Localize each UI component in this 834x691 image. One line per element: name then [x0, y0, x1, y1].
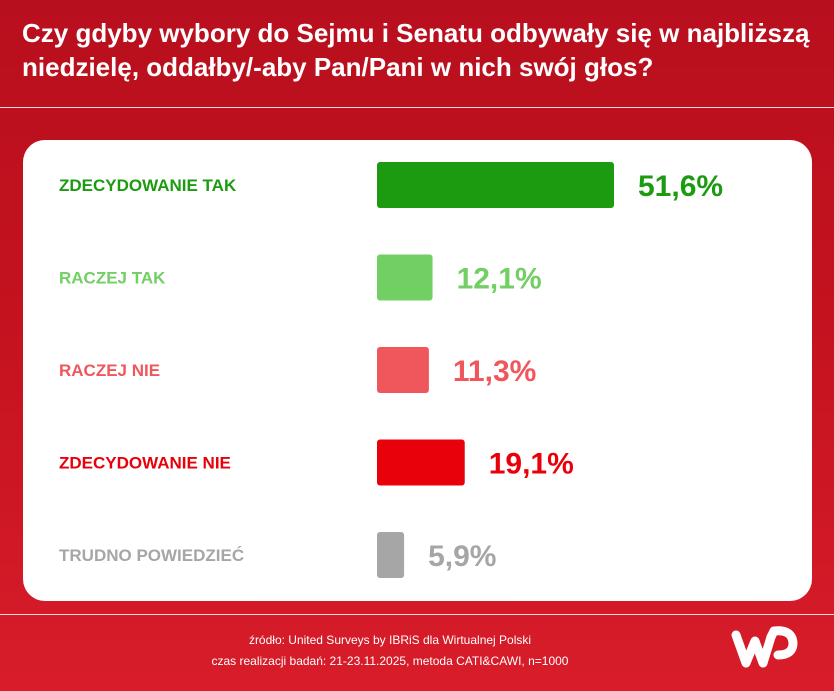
wp-logo-icon — [731, 626, 798, 668]
value-label-trudno-powiedziec: 5,9% — [428, 540, 496, 573]
category-label-zdecydowanie-tak: ZDECYDOWANIE TAK — [59, 176, 237, 195]
bar-chart: ZDECYDOWANIE TAK 51,6% RACZEJ TAK 12,1% RACZ… — [59, 162, 723, 578]
bar-raczej-tak — [377, 254, 433, 301]
value-label-zdecydowanie-tak: 51,6% — [638, 170, 723, 203]
category-label-raczej-nie: RACZEJ NIE — [59, 361, 160, 380]
footer-divider — [0, 614, 834, 615]
source-text: źródło: United Surveys by IBRiS dla Wirt… — [248, 633, 532, 647]
title-line-1: Czy gdyby wybory do Sejmu i Senatu odbyw… — [22, 18, 810, 48]
value-label-raczej-nie: 11,3% — [453, 355, 536, 388]
bar-trudno-powiedziec — [377, 532, 405, 578]
value-label-raczej-tak: 12,1% — [457, 263, 542, 296]
category-label-trudno-powiedziec: TRUDNO POWIEDZIEĆ — [59, 546, 244, 565]
bar-zdecydowanie-tak — [377, 162, 614, 208]
value-label-zdecydowanie-nie: 19,1% — [489, 448, 574, 481]
chart-card: ZDECYDOWANIE TAK 51,6% RACZEJ TAK 12,1% RACZ… — [23, 140, 812, 601]
bar-zdecydowanie-nie — [377, 439, 465, 486]
chart-title: Czy gdyby wybory do Sejmu i Senatu odbyw… — [22, 16, 822, 84]
title-line-2: niedzielę, oddałby/-aby Pan/Pani w nich … — [22, 52, 654, 82]
category-label-zdecydowanie-nie: ZDECYDOWANIE NIE — [59, 454, 231, 473]
survey-details-text: czas realizacji badań: 21-23.11.2025, me… — [211, 654, 569, 668]
category-label-raczej-tak: RACZEJ TAK — [59, 269, 166, 288]
bar-raczej-nie — [377, 347, 429, 393]
footer: źródło: United Surveys by IBRiS dla Wirt… — [120, 630, 660, 672]
title-divider — [0, 107, 834, 108]
